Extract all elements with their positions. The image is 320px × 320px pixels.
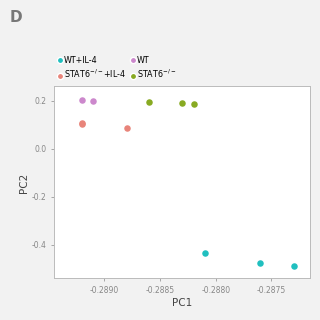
Point	[91, 99, 96, 104]
Point	[291, 264, 296, 269]
Point	[180, 100, 185, 105]
Point	[202, 251, 207, 256]
Point	[258, 260, 263, 265]
Point	[147, 99, 152, 104]
X-axis label: PC1: PC1	[172, 298, 193, 308]
Legend: WT+IL-4, STAT6$^{-/-}$+IL-4, WT, STAT6$^{-/-}$: WT+IL-4, STAT6$^{-/-}$+IL-4, WT, STAT6$^…	[59, 56, 176, 80]
Y-axis label: PC2: PC2	[19, 172, 29, 193]
Point	[191, 101, 196, 107]
Point	[80, 122, 85, 127]
Point	[124, 125, 129, 130]
Point	[80, 97, 85, 102]
Point	[80, 120, 85, 125]
Text: D: D	[10, 10, 22, 25]
